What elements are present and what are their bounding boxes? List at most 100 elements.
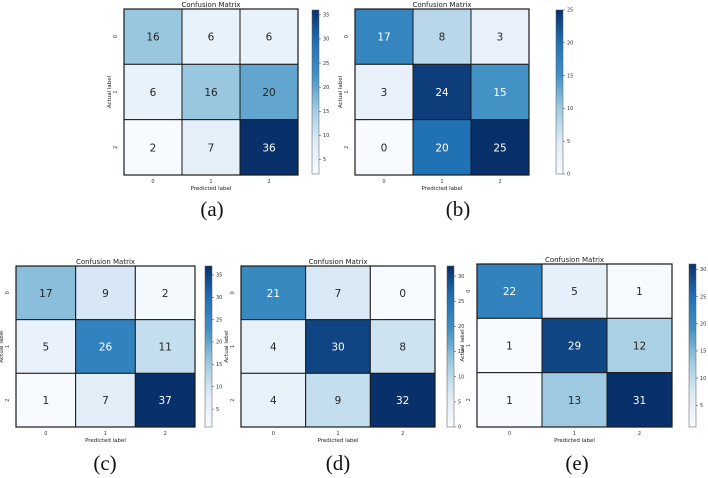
cell-value-label: 17 xyxy=(39,288,52,300)
x-tick-label: 2 xyxy=(638,431,641,437)
y-tick-label: 2 xyxy=(5,399,11,402)
x-tick-label: 2 xyxy=(164,431,167,437)
y-tick-label: 2 xyxy=(113,146,119,149)
colorbar-tick-label: 30 xyxy=(216,295,222,301)
matrix-frame xyxy=(476,263,673,428)
colorbar-tick-label: 25 xyxy=(323,61,329,67)
cell-value-label: 17 xyxy=(377,32,390,44)
heatmap-cell xyxy=(412,8,472,65)
heatmap-cell xyxy=(369,265,436,321)
x-axis-label: Predicted label xyxy=(85,438,126,444)
y-tick-label: 0 xyxy=(344,35,350,38)
heatmap-cell xyxy=(369,319,436,374)
colorbar-tick-label: 15 xyxy=(323,109,329,115)
x-tick-label: 0 xyxy=(382,179,385,185)
cell-value-label: 37 xyxy=(158,395,171,407)
colorbar-tick-label: 30 xyxy=(323,37,329,43)
heatmap-cell xyxy=(75,372,136,428)
y-tick-label: 1 xyxy=(344,90,350,93)
colorbar-tick-label: 15 xyxy=(458,349,464,355)
heatmap-cell xyxy=(470,119,530,176)
cell-value-label: 4 xyxy=(270,395,277,407)
colorbar-tick-label: 0 xyxy=(567,172,570,178)
y-tick-label: 0 xyxy=(466,290,472,293)
colorbar-tick-label: 10 xyxy=(567,106,573,112)
colorbar-tick-label: 5 xyxy=(458,400,461,406)
y-axis-label: Actual label xyxy=(460,329,466,362)
cell-value-label: 9 xyxy=(335,395,342,407)
cell-value-label: 7 xyxy=(335,288,342,300)
colorbar-tick-label: 20 xyxy=(567,41,573,47)
colorbar-tick-label: 25 xyxy=(216,317,222,323)
colorbar-tick-label: 10 xyxy=(216,384,222,390)
cell-value-label: 6 xyxy=(208,32,215,44)
colorbar-tick-label: 25 xyxy=(700,294,706,300)
cell-value-label: 26 xyxy=(99,342,113,354)
panel-label: (b) xyxy=(446,197,471,221)
x-axis-label: Predicted label xyxy=(554,438,595,444)
x-tick-label: 2 xyxy=(267,179,270,185)
y-tick-label: 2 xyxy=(466,398,472,401)
cell-value-label: 16 xyxy=(204,87,218,99)
y-tick-label: 2 xyxy=(230,399,236,402)
matrix-frame xyxy=(240,265,436,428)
heatmap-cell xyxy=(369,372,436,428)
heatmap-cell xyxy=(412,119,472,176)
x-tick-label: 1 xyxy=(440,179,443,185)
cell-value-label: 15 xyxy=(493,87,506,99)
cell-value-label: 4 xyxy=(270,342,277,354)
colorbar-tick-label: 15 xyxy=(567,73,573,79)
panel-label: (e) xyxy=(565,451,588,475)
heatmap-cell xyxy=(181,119,241,176)
cell-value-label: 0 xyxy=(399,288,406,300)
colorbar xyxy=(688,263,697,428)
colorbar-tick-label: 20 xyxy=(216,340,222,346)
cell-value-label: 2 xyxy=(150,142,157,154)
panel-label: (a) xyxy=(200,197,223,221)
cell-value-label: 32 xyxy=(396,395,409,407)
cell-value-label: 6 xyxy=(266,32,273,44)
x-tick-label: 2 xyxy=(401,431,404,437)
y-tick-label: 0 xyxy=(230,291,236,294)
panel-label: (c) xyxy=(93,451,116,475)
chart-title: Confusion Matrix xyxy=(412,1,471,9)
matrix-frame xyxy=(123,8,299,176)
heatmap-cell xyxy=(476,372,543,428)
heatmap-cell xyxy=(181,8,241,65)
x-tick-label: 2 xyxy=(498,179,501,185)
chart-title: Confusion Matrix xyxy=(181,1,240,9)
x-axis-label: Predicted label xyxy=(422,186,463,192)
y-axis-label: Actual label xyxy=(338,75,344,108)
colorbar xyxy=(446,265,455,428)
x-axis-label: Predicted label xyxy=(191,186,232,192)
colorbar-tick-label: 30 xyxy=(700,267,706,273)
cell-value-label: 31 xyxy=(633,395,646,407)
y-axis-label: Actual label xyxy=(107,75,113,108)
cell-value-label: 22 xyxy=(503,286,516,298)
heatmap-cell xyxy=(239,63,299,121)
colorbar-tick-label: 0 xyxy=(458,425,461,431)
x-tick-label: 1 xyxy=(336,431,339,437)
colorbar xyxy=(204,265,213,428)
colorbar-tick-label: 5 xyxy=(700,403,703,409)
cell-value-label: 8 xyxy=(399,342,406,354)
colorbar-tick-label: 5 xyxy=(567,139,570,145)
x-tick-label: 0 xyxy=(44,431,47,437)
heatmap-cell xyxy=(606,372,673,428)
colorbar-tick-label: 20 xyxy=(323,85,329,91)
colorbar-tick-label: 5 xyxy=(323,157,326,163)
heatmap-cell xyxy=(354,63,414,121)
cell-value-label: 6 xyxy=(150,87,157,99)
x-tick-label: 1 xyxy=(104,431,107,437)
cell-value-label: 7 xyxy=(102,395,109,407)
cell-value-label: 5 xyxy=(571,286,578,298)
cell-value-label: 20 xyxy=(262,87,275,99)
cell-value-label: 1 xyxy=(506,395,513,407)
colorbar-tick-label: 10 xyxy=(700,376,706,382)
